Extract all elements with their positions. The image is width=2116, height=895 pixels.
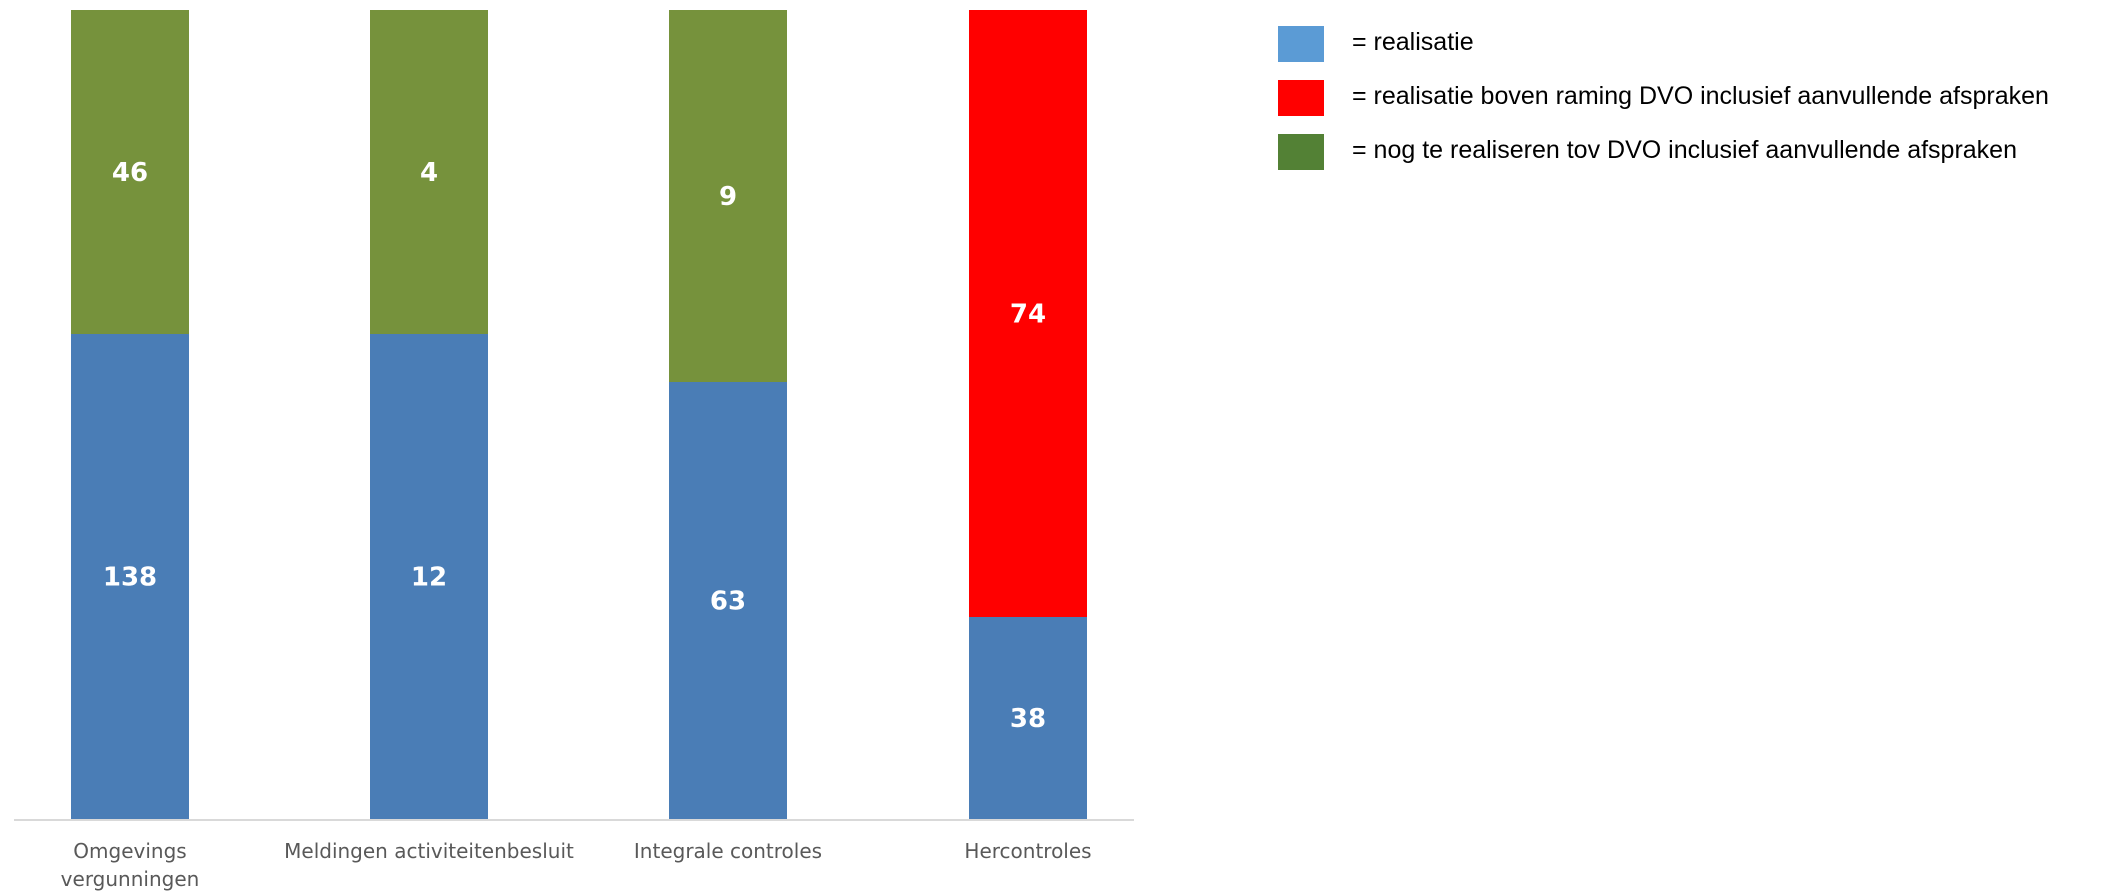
data-label-integrale-controles-1: 9 — [719, 182, 737, 212]
bars-group — [71, 10, 1087, 819]
bar-labels-group: 138 46 12 4 63 9 38 74 — [103, 158, 1046, 734]
data-label-meldingen-1: 4 — [420, 158, 438, 188]
legend-swatch-boven-raming — [1278, 80, 1324, 116]
category-label-integrale-controles: Integrale controles — [634, 839, 822, 863]
bar-segment-meldingen-realisatie — [370, 334, 488, 819]
category-label-omgevingsvergunningen: Omgevings vergunningen — [61, 839, 200, 891]
data-label-hercontroles-0: 38 — [1010, 704, 1046, 734]
data-label-omgevingsvergunningen-0: 138 — [103, 563, 157, 593]
bar-segment-hercontroles-boven-raming — [969, 10, 1087, 617]
category-labels-group: Omgevings vergunningen Meldingen activitei… — [61, 839, 1092, 891]
bar-segment-omgevingsvergunningen-nog-te-realiseren — [71, 10, 189, 334]
legend-label-nog-te-realiseren: = nog te realiseren tov DVO inclusief aa… — [1352, 136, 2017, 164]
bar-segment-omgevingsvergunningen-realisatie — [71, 334, 189, 819]
legend-label-realisatie: = realisatie — [1352, 28, 1474, 56]
legend-swatch-nog-te-realiseren — [1278, 134, 1324, 170]
data-label-omgevingsvergunningen-1: 46 — [112, 158, 148, 188]
legend-label-boven-raming: = realisatie boven raming DVO inclusief … — [1352, 82, 2049, 110]
data-label-integrale-controles-0: 63 — [710, 587, 746, 617]
category-label-hercontroles: Hercontroles — [964, 839, 1091, 863]
stacked-bar-chart: 138 46 12 4 63 9 38 74 Omgevings vergunningen Mel… — [14, 10, 1134, 891]
data-label-meldingen-0: 12 — [411, 563, 447, 593]
data-label-hercontroles-1: 74 — [1010, 300, 1046, 330]
category-label-meldingen: Meldingen activiteitenbesluit — [284, 839, 574, 863]
bar-segment-hercontroles-realisatie — [969, 617, 1087, 819]
bar-segment-integrale-controles-realisatie — [669, 382, 787, 819]
bar-segment-meldingen-nog-te-realiseren — [370, 10, 488, 334]
bar-segment-integrale-controles-nog-te-realiseren — [669, 10, 787, 382]
legend-swatch-realisatie — [1278, 26, 1324, 62]
